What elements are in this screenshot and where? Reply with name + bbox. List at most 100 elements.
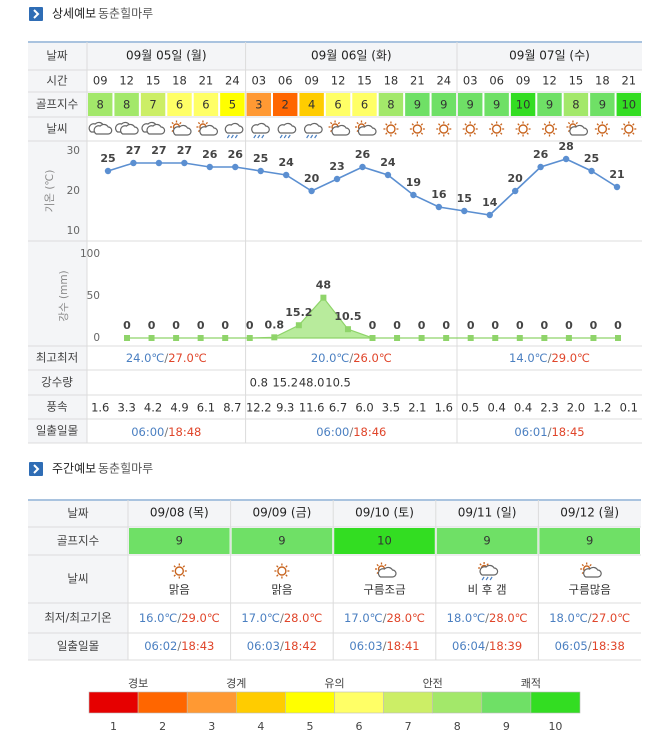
y-tick-label: 10 (67, 225, 80, 237)
golf-index-cell (140, 93, 166, 116)
separator: / (383, 611, 387, 625)
precipitation-point (541, 335, 548, 341)
golf-index-cell (563, 93, 589, 116)
temp-min: 17.0℃ (241, 611, 280, 625)
sun-ray (464, 123, 467, 126)
golf-index: 9 (546, 98, 553, 112)
min-max-temp: 17.0℃/28.0℃ (241, 611, 322, 625)
temperature-point (130, 159, 137, 167)
golf-index-cell (167, 93, 192, 116)
sunrise: 06:02 (144, 639, 177, 653)
sun-ray (500, 132, 503, 135)
golf-index-cell (458, 93, 483, 116)
wind-speed: 1.2 (593, 401, 611, 415)
temperature-point (384, 171, 392, 179)
legend-number: 1 (110, 720, 117, 733)
sun-ray (464, 132, 467, 135)
header-row (128, 500, 641, 527)
weather-icon (196, 120, 219, 136)
wind-speed: 1.6 (91, 401, 109, 415)
data-label: 48 (316, 279, 331, 292)
sun-ray (543, 132, 547, 135)
golf-index: 7 (149, 98, 156, 112)
sun-ray (197, 121, 201, 125)
data-label: 24 (278, 156, 294, 169)
golf-index: 8 (572, 98, 579, 112)
rain-amount: 48.0 (299, 376, 325, 390)
precipitation-point (124, 335, 130, 341)
rain-drop (485, 576, 489, 581)
separator: / (588, 639, 592, 653)
weather-icon (489, 121, 505, 137)
temp-max: 28.0℃ (284, 611, 323, 625)
rain-drop (481, 576, 485, 581)
data-label: 0 (418, 319, 426, 332)
time-label: 18 (595, 74, 610, 88)
temperature-point (359, 163, 366, 171)
sun-ray (394, 132, 397, 135)
rain-drop (287, 134, 291, 139)
precipitation-point (197, 335, 204, 341)
rain-drop (253, 134, 257, 139)
sun (624, 124, 634, 134)
sun-ray (596, 123, 599, 126)
sun-ray (385, 132, 388, 135)
precipitation-point (590, 335, 597, 341)
sun (544, 124, 555, 134)
sun-ray (438, 123, 441, 126)
data-label: 0 (393, 319, 401, 332)
sunrise: 06:04 (452, 639, 485, 653)
weather-icon (277, 122, 297, 139)
golf-index-cell (193, 93, 219, 116)
time-label: 15 (569, 74, 584, 88)
y-tick-label: 20 (67, 185, 80, 197)
data-label: 26 (228, 148, 244, 161)
legend-label: 유의 (324, 677, 344, 690)
row-label: 일출일몰 (36, 424, 78, 438)
data-label: 27 (126, 144, 141, 157)
wind-speed: 2.0 (567, 401, 585, 415)
golf-index-cell (431, 93, 456, 116)
data-label: 15 (457, 192, 472, 205)
date-label: 09/09 (금) (252, 506, 311, 520)
separator: / (164, 351, 168, 365)
time-label: 03 (251, 74, 266, 88)
golf-index: 9 (599, 98, 606, 112)
separator: / (349, 425, 353, 439)
sun-ray (447, 123, 450, 126)
golf-index-cell (325, 93, 351, 116)
rain-drop (234, 134, 238, 139)
date-label: 09월 05일 (월) (126, 49, 207, 63)
legend-number: 3 (208, 720, 215, 733)
legend-box (236, 691, 286, 714)
temperature-point (333, 175, 341, 183)
sun-ray (500, 123, 503, 126)
cloud (224, 122, 244, 134)
sunrise-sunset: 06:00/18:48 (131, 425, 201, 439)
cloud (251, 122, 270, 134)
wind-speed: 1.6 (435, 401, 453, 415)
golf-index: 4 (308, 98, 315, 112)
weather-icon (115, 121, 139, 135)
golf-index-cell (352, 93, 377, 116)
golf-index: 8 (97, 98, 104, 112)
sunrise-sunset: 06:03/18:42 (247, 639, 317, 653)
precipitation-point (344, 326, 351, 333)
legend-label: 쾌적 (521, 677, 541, 690)
sunrise-sunset: 06:02/18:43 (144, 639, 214, 653)
data-label: 0 (491, 319, 499, 332)
legend-number: 4 (257, 720, 264, 733)
legend-box (432, 691, 483, 714)
sun-ray (632, 132, 635, 135)
data-label: 0 (369, 319, 377, 332)
legend-box (481, 691, 532, 714)
temperature-point (512, 187, 519, 195)
weather-icon (251, 122, 270, 139)
weather-icon (88, 121, 113, 135)
time-label: 03 (463, 74, 478, 88)
sun-ray (473, 123, 476, 126)
data-label: 0 (246, 319, 254, 332)
data-label: 27 (151, 144, 166, 157)
sun-ray (173, 574, 176, 577)
rain-amount: 10.5 (325, 376, 351, 390)
